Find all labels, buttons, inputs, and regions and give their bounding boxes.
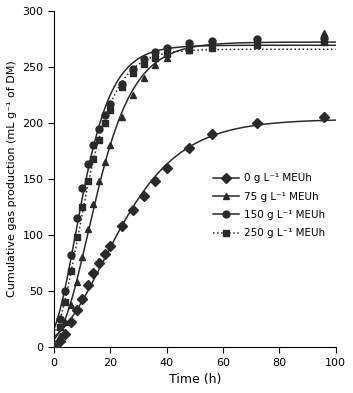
- Legend: 0 g L⁻¹ MEUh, 75 g L⁻¹ MEUh, 150 g L⁻¹ MEUh, 250 g L⁻¹ MEUh: 0 g L⁻¹ MEUh, 75 g L⁻¹ MEUh, 150 g L⁻¹ M…: [208, 168, 330, 244]
- X-axis label: Time (h): Time (h): [169, 373, 221, 386]
- Y-axis label: Cumulative gas production (mL g⁻¹ of DM): Cumulative gas production (mL g⁻¹ of DM): [7, 61, 17, 298]
